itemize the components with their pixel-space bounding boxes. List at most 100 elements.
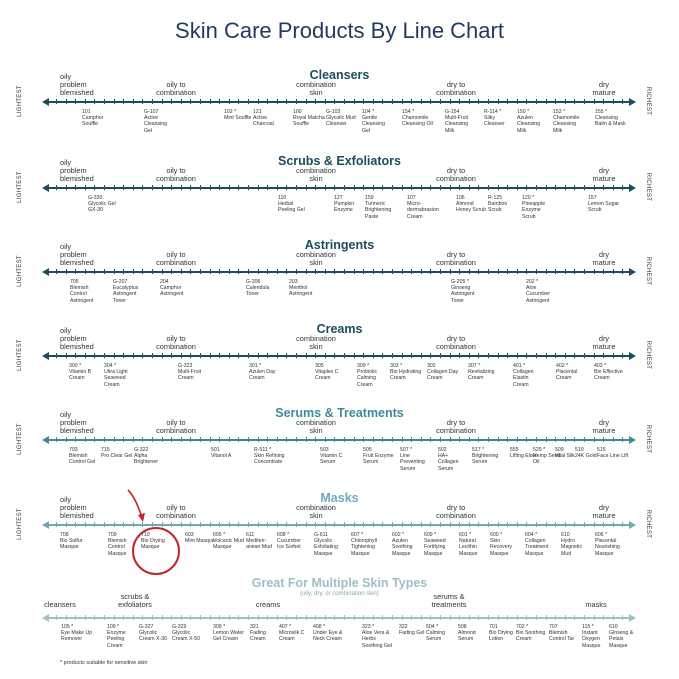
multi-category-label: masks — [585, 600, 607, 609]
product-code: R-511 * — [254, 447, 272, 453]
section-scrubs-exfoliators-product: 120 * Pineapple Enzyme Scrub — [522, 195, 554, 220]
product-code: 610 — [561, 532, 570, 538]
product-name: Aloe Vera & Herbs Soothing Gel — [362, 630, 392, 649]
section-creams-product: 403 * Bio Effective Cream — [594, 363, 626, 382]
section-astringents-skin-label-combo: skin — [309, 258, 323, 267]
section-cleansers-lightest-label: LIGHTEST — [17, 85, 23, 117]
product-code: 121 — [253, 109, 262, 115]
section-serums-treatments-skin-label-combo: combination — [296, 418, 336, 427]
section-scrubs-exfoliators-skin-label-oily: blemished — [60, 174, 94, 183]
section-scrubs-exfoliators-tick — [488, 185, 489, 190]
product-name: Lemon Sugar Scrub — [588, 201, 620, 214]
section-cleansers-tick — [564, 99, 566, 104]
product-code: 403 * — [594, 363, 607, 369]
multi-tick — [296, 615, 297, 620]
section-astringents-arrow-right-icon — [629, 267, 636, 276]
section-astringents-tick — [113, 269, 115, 274]
multi-tick — [94, 615, 96, 620]
section-astringents-tick — [574, 269, 576, 274]
product-name: Bio Hydrating Cream — [390, 369, 422, 382]
section-cleansers-product: 102 * Mint Souffle — [224, 109, 256, 121]
section-cleansers-tick — [401, 99, 403, 104]
section-cleansers-product: 150 * Azulen Cleansing Milk — [517, 109, 549, 134]
section-creams-tick — [478, 353, 480, 358]
section-cleansers-tick — [545, 99, 547, 104]
section-scrubs-exfoliators-tick — [574, 185, 576, 190]
section-scrubs-exfoliators-tick — [392, 185, 393, 190]
product-name: Revitalizing Cream — [468, 369, 495, 382]
section-serums-treatments-skin-label-oily-combo: oily to — [166, 418, 186, 427]
section-cleansers-tick — [574, 99, 576, 104]
section-astringents-skin-label-oily: blemished — [60, 258, 94, 267]
product-code: G-323 — [178, 363, 193, 369]
section-cleansers-tick — [305, 99, 307, 104]
section-creams-tick — [603, 353, 605, 358]
section-creams-tick — [536, 353, 537, 358]
section-creams-skin-label-oily-combo: oily to — [166, 334, 186, 343]
multi-tick — [142, 615, 144, 620]
multi-product: 109 * Enzyme Peeling Cream — [107, 624, 139, 649]
multi-tick — [228, 615, 230, 620]
section-scrubs-exfoliators-tick — [353, 185, 355, 190]
section-serums-treatments-product: 715 Pro Clear Gel — [101, 447, 133, 459]
section-creams-tick — [161, 353, 163, 358]
section-scrubs-exfoliators-tick — [190, 185, 192, 190]
section-scrubs-exfoliators-tick — [276, 185, 278, 190]
product-name: Collagen Day Cream — [427, 369, 459, 382]
section-scrubs-exfoliators-tick — [161, 185, 163, 190]
product-code: 107 — [407, 195, 416, 201]
product-name: Blemish Control Tar — [549, 630, 575, 643]
multi-product: 407 * Microsilk C Cream — [279, 624, 311, 643]
section-cleansers-tick — [440, 99, 441, 104]
section-serums-treatments-tick — [56, 437, 57, 442]
section-scrubs-exfoliators-product: 110 Herbal Peeling Gel — [278, 195, 310, 214]
product-name: Calendula Toner — [246, 285, 270, 298]
section-cleansers-product: 101 Camphor Souffle — [82, 109, 114, 128]
section-masks-tick — [344, 522, 345, 527]
section-masks-skin-label-dry-combo: dry to — [446, 503, 466, 512]
section-scrubs-exfoliators-tick — [564, 185, 566, 190]
multi-category-label: scrubs & — [120, 592, 150, 601]
section-astringents-product: G-205 * Ginseng Astringent Toner — [451, 279, 483, 304]
product-name: Alpha Brightener — [134, 453, 158, 466]
product-name: Fruit Enzyme Serum — [363, 453, 394, 466]
product-code: 157 — [588, 195, 597, 201]
section-creams-tick — [555, 353, 557, 358]
product-code: 408 * — [313, 624, 326, 630]
section-masks-tick — [180, 522, 182, 527]
section-creams-tick — [209, 353, 211, 358]
section-masks-tick — [123, 522, 125, 527]
section-serums-treatments-tick — [238, 437, 240, 442]
multi-product: 702 * Bio Soothing Cream — [516, 624, 548, 643]
section-creams-product: 305 Vitaplex C Cream — [315, 363, 347, 382]
section-astringents-tick — [564, 269, 566, 274]
product-name: Calming Serum — [426, 630, 446, 643]
section-serums-treatments-tick — [65, 437, 67, 442]
section-creams-title: Creams — [316, 322, 363, 336]
product-name: Eucalyptus Astringent Toner — [113, 285, 139, 304]
product-code: 606 * — [595, 532, 608, 538]
section-cleansers-product: G-154 Multi-Fruit Cleansing Milk — [445, 109, 477, 134]
product-code: 104 * — [362, 109, 375, 115]
section-cleansers-tick — [488, 99, 489, 104]
section-serums-treatments-richest-label: RICHEST — [645, 424, 651, 454]
section-masks-lightest-label: LIGHTEST — [17, 508, 23, 540]
multi-tick — [593, 615, 595, 620]
section-creams-product: 303 * Bio Hydrating Cream — [390, 363, 422, 382]
section-scrubs-exfoliators-product: 127 Pumpkin Enzyme — [334, 195, 366, 214]
section-masks-tick — [305, 522, 307, 527]
section-cleansers-tick — [324, 99, 326, 104]
section-masks-product: 604 * Collagen Treatment Masque — [525, 532, 557, 557]
section-scrubs-exfoliators-tick — [497, 185, 499, 190]
section-scrubs-exfoliators-tick — [286, 185, 288, 190]
section-scrubs-exfoliators-tick — [305, 185, 307, 190]
multi-product: 321 Fading Cream — [250, 624, 282, 643]
product-name: Mint Souffle — [224, 115, 252, 122]
section-serums-treatments-tick — [344, 437, 345, 442]
section-cleansers-tick — [65, 99, 67, 104]
section-cleansers-tick — [468, 99, 470, 104]
section-scrubs-exfoliators-product: R-125 Bamboo Scrub — [488, 195, 520, 214]
section-masks-tick — [94, 522, 96, 527]
product-name: Vitamin C Serum — [320, 453, 343, 466]
product-code: 105 * — [61, 624, 74, 630]
